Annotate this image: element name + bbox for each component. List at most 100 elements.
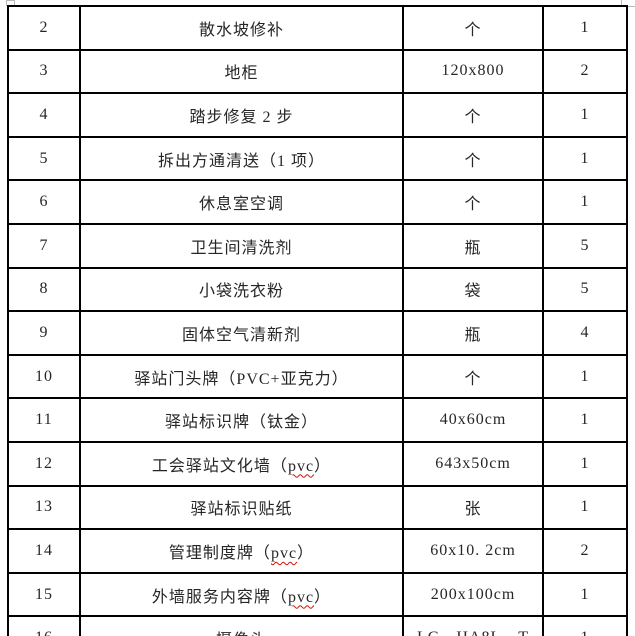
item-name-cell[interactable]: 驿站标识牌（钛金） xyxy=(79,397,404,443)
item-name-cell[interactable]: 管理制度牌（pvc） xyxy=(79,528,404,574)
qty-cell[interactable]: 1 xyxy=(542,397,628,443)
item-name-text: 驿站门头牌（PVC+亚克力） xyxy=(134,370,349,388)
table-row: 8 小袋洗衣粉 袋 5 xyxy=(7,266,628,313)
row-number-cell[interactable]: 15 xyxy=(7,571,81,618)
qty-cell[interactable]: 1 xyxy=(542,353,628,400)
item-name-text: ） xyxy=(314,457,332,475)
item-name-text: 驿站标识贴纸 xyxy=(190,501,293,519)
item-name-cell[interactable]: 地柜 xyxy=(79,48,404,95)
qty-cell[interactable]: 2 xyxy=(542,48,628,95)
table-row: 2 散水坡修补 个 1 xyxy=(7,5,628,51)
table-row: 15 外墙服务内容牌（pvc） 200x100cm 1 xyxy=(7,571,628,618)
table-row: 11 驿站标识牌（钛金） 40x60cm 1 xyxy=(7,397,628,443)
item-name-text: 摄像头 xyxy=(216,632,267,636)
item-name-cell[interactable]: 休息室空调 xyxy=(79,179,404,225)
item-name-text: 散水坡修补 xyxy=(198,21,284,39)
item-name-text: ） xyxy=(314,588,332,606)
table-row: 6 休息室空调 个 1 xyxy=(7,179,628,225)
qty-cell[interactable]: 1 xyxy=(542,179,628,225)
row-number-cell[interactable]: 4 xyxy=(7,92,81,138)
qty-cell[interactable]: 1 xyxy=(542,92,628,138)
item-name-cell[interactable]: 卫生间清洗剂 xyxy=(79,222,404,269)
qty-cell[interactable]: 1 xyxy=(542,440,628,487)
item-name-text: 地柜 xyxy=(224,65,259,83)
table-row: 16 摄像头 LC—HA8L—T1 xyxy=(7,615,628,636)
item-name-text: 工会驿站文化墙（ xyxy=(151,457,288,475)
table-row: 13 驿站标识贴纸 张 1 xyxy=(7,484,628,531)
spec-cell[interactable]: 个 xyxy=(402,179,544,225)
table-body: 2 散水坡修补个 1 3 地柜 120x800 2 4 踏步修复 2 步个 1 5 拆出方通清送（1 … xyxy=(7,5,628,636)
qty-cell[interactable]: 1 xyxy=(542,484,628,531)
item-name-cell[interactable]: 散水坡修补 xyxy=(79,5,404,51)
table-row: 14 管理制度牌（pvc） 60x10. 2cm 2 xyxy=(7,528,628,574)
misspelled-word: pvc xyxy=(287,588,315,606)
item-name-cell[interactable]: 小袋洗衣粉 xyxy=(79,266,404,313)
row-number-cell[interactable]: 12 xyxy=(7,440,81,487)
row-number-cell[interactable]: 6 xyxy=(7,179,81,225)
qty-cell[interactable]: 5 xyxy=(542,266,628,313)
spec-cell[interactable]: 60x10. 2cm xyxy=(402,528,544,574)
qty-cell[interactable]: 5 xyxy=(542,222,628,269)
row-number-cell[interactable]: 5 xyxy=(7,135,81,182)
item-name-cell[interactable]: 外墙服务内容牌（pvc） xyxy=(79,571,404,618)
spec-cell[interactable]: 个 xyxy=(402,92,544,138)
item-name-text: 固体空气清新剂 xyxy=(181,326,301,344)
table-row: 12 工会驿站文化墙（pvc） 643x50cm 1 xyxy=(7,440,628,487)
item-name-cell[interactable]: 驿站标识贴纸 xyxy=(79,484,404,531)
row-number-cell[interactable]: 7 xyxy=(7,222,81,269)
item-name-text: 驿站标识牌（钛金） xyxy=(164,414,318,432)
row-number-cell[interactable]: 13 xyxy=(7,484,81,531)
spec-cell[interactable]: 瓶 xyxy=(402,310,544,356)
row-number-cell[interactable]: 8 xyxy=(7,266,81,313)
qty-cell[interactable]: 1 xyxy=(542,5,628,51)
inventory-table: 2 散水坡修补个 1 3 地柜 120x800 2 4 踏步修复 2 步个 1 5 拆出方通清送（1 … xyxy=(7,5,628,636)
item-name-text: 管理制度牌（ xyxy=(168,544,271,562)
row-number-cell[interactable]: 11 xyxy=(7,397,81,443)
spec-cell[interactable]: 个 xyxy=(402,5,544,51)
item-name-cell[interactable]: 拆出方通清送（1 项） xyxy=(79,135,404,182)
row-number-cell[interactable]: 9 xyxy=(7,310,81,356)
spec-cell[interactable]: 40x60cm xyxy=(402,397,544,443)
table-row: 5 拆出方通清送（1 项） 个 1 xyxy=(7,135,628,182)
spec-cell[interactable]: 200x100cm xyxy=(402,571,544,618)
table-row: 7 卫生间清洗剂 瓶 5 xyxy=(7,222,628,269)
spec-cell[interactable]: 个 xyxy=(402,353,544,400)
spec-cell[interactable]: 袋 xyxy=(402,266,544,313)
qty-cell[interactable]: 1 xyxy=(542,135,628,182)
spec-cell[interactable]: 643x50cm xyxy=(402,440,544,487)
misspelled-word: pvc xyxy=(287,457,315,475)
spec-cell[interactable]: LC—HA8L—T xyxy=(402,615,544,636)
row-number-cell[interactable]: 10 xyxy=(7,353,81,400)
item-name-text: 卫生间清洗剂 xyxy=(190,239,293,257)
cropped-cell-fragment-left xyxy=(6,0,15,6)
item-name-text: ） xyxy=(297,544,315,562)
item-name-cell[interactable]: 踏步修复 2 步 xyxy=(79,92,404,138)
qty-cell[interactable]: 1 xyxy=(542,571,628,618)
row-number-cell[interactable]: 16 xyxy=(7,615,81,636)
qty-cell[interactable]: 4 xyxy=(542,310,628,356)
spec-cell[interactable]: 个 xyxy=(402,135,544,182)
item-name-cell[interactable]: 摄像头 xyxy=(79,615,404,636)
item-name-cell[interactable]: 驿站门头牌（PVC+亚克力） xyxy=(79,353,404,400)
spec-cell[interactable]: 120x800 xyxy=(402,48,544,95)
item-name-text: 休息室空调 xyxy=(198,196,284,214)
spec-cell[interactable]: 瓶 xyxy=(402,222,544,269)
spec-cell[interactable]: 张 xyxy=(402,484,544,531)
row-number-cell[interactable]: 14 xyxy=(7,528,81,574)
qty-cell[interactable]: 1 xyxy=(542,615,628,636)
row-number-cell[interactable]: 2 xyxy=(7,5,81,51)
item-name-text: 小袋洗衣粉 xyxy=(198,283,284,301)
item-name-cell[interactable]: 固体空气清新剂 xyxy=(79,310,404,356)
item-name-text: 踏步修复 2 步 xyxy=(189,108,294,126)
item-name-text: 外墙服务内容牌（ xyxy=(151,588,288,606)
item-name-cell[interactable]: 工会驿站文化墙（pvc） xyxy=(79,440,404,487)
table-row: 3 地柜 120x800 2 xyxy=(7,48,628,95)
item-name-text: 拆出方通清送（1 项） xyxy=(157,152,325,170)
row-number-cell[interactable]: 3 xyxy=(7,48,81,95)
table-row: 10 驿站门头牌（PVC+亚克力） 个 1 xyxy=(7,353,628,400)
qty-cell[interactable]: 2 xyxy=(542,528,628,574)
cropped-cell-fragment-right xyxy=(621,0,635,7)
misspelled-word: pvc xyxy=(270,544,298,562)
